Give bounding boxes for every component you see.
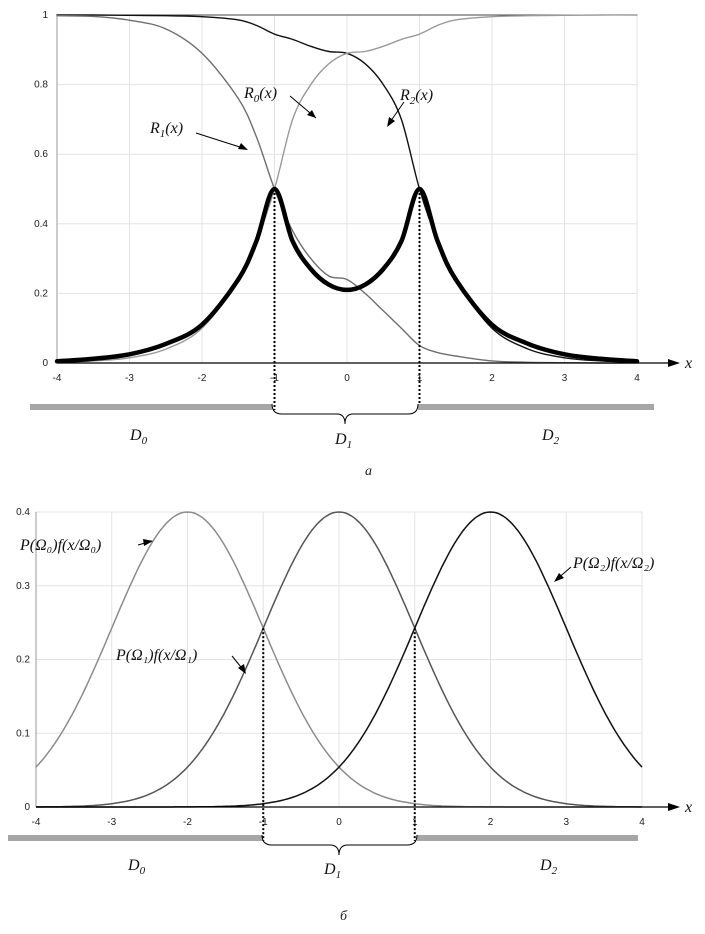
pointer-p1-arrow bbox=[238, 664, 246, 674]
x-tick-label: -4 bbox=[53, 373, 62, 384]
boundary-lines-a bbox=[273, 189, 421, 410]
grid-a bbox=[56, 14, 638, 364]
x-tick-label: 0 bbox=[344, 373, 350, 384]
x-tick-label: -3 bbox=[107, 817, 116, 828]
y-ticks-b: 0 0.1 0.2 0.3 0.4 bbox=[16, 507, 30, 813]
y-tick-label: 0.8 bbox=[34, 80, 48, 91]
pointer-r1 bbox=[195, 132, 247, 150]
series-line-r1 bbox=[56, 15, 638, 364]
caption-b: б bbox=[340, 909, 348, 924]
series-line-rmax bbox=[54, 186, 640, 364]
label-r1: R1(x) bbox=[149, 120, 183, 140]
y-tick-label: 1 bbox=[42, 10, 48, 21]
x-tick-label: -2 bbox=[198, 373, 207, 384]
y-tick-label: 0 bbox=[24, 802, 30, 813]
x-tick-label: -3 bbox=[125, 373, 134, 384]
label-p2: P(Ω₂)f(x/Ω₂) bbox=[572, 555, 654, 572]
region-d1-brace-b bbox=[261, 834, 418, 856]
caption-a: а bbox=[365, 464, 372, 479]
chart-panel-b: 0 0.1 0.2 0.3 0.4 -4 -3 -2 -1 0 1 2 3 4 x P(Ω₀)f(x/Ω… bbox=[8, 507, 692, 924]
pointer-r1-arrow bbox=[238, 143, 248, 150]
region-d1-brace-a bbox=[271, 403, 419, 425]
x-tick-label: 4 bbox=[639, 817, 645, 828]
region-d2-label-a: D2 bbox=[541, 427, 560, 447]
x-tick-label: 1 bbox=[412, 817, 418, 828]
y-tick-label: 0.6 bbox=[34, 149, 48, 160]
y-tick-label: 0.2 bbox=[34, 288, 48, 299]
region-d0-label-a: D0 bbox=[129, 427, 148, 447]
boundary-lines-b bbox=[262, 628, 416, 841]
x-tick-label: 2 bbox=[488, 817, 494, 828]
pointer-p2-arrow bbox=[554, 573, 564, 582]
label-r0: R0(x) bbox=[243, 85, 277, 105]
region-d1-label-a: D1 bbox=[334, 431, 352, 451]
y-tick-label: 0.3 bbox=[16, 581, 30, 592]
label-p1: P(Ω₁)f(x/Ω₁) bbox=[115, 647, 197, 664]
x-ticks-b: -4 -3 -2 -1 0 1 2 3 4 bbox=[32, 817, 646, 828]
series-line-r2 bbox=[56, 14, 638, 363]
y-tick-label: 0.1 bbox=[16, 728, 30, 739]
region-d1-label-b: D1 bbox=[323, 861, 341, 881]
x-tick-label: 2 bbox=[489, 373, 495, 384]
x-tick-label: -4 bbox=[32, 817, 41, 828]
x-axis-label: x bbox=[684, 355, 692, 372]
region-d2-bar-b bbox=[417, 835, 638, 841]
y-tick-label: 0 bbox=[42, 358, 48, 369]
series-a bbox=[54, 14, 640, 364]
y-tick-label: 0.4 bbox=[34, 219, 48, 230]
y-tick-label: 0.2 bbox=[16, 655, 30, 666]
x-axis-b: x bbox=[36, 799, 692, 816]
x-axis-arrow bbox=[668, 803, 680, 811]
y-tick-label: 0.4 bbox=[16, 507, 30, 518]
region-d2-label-b: D2 bbox=[539, 857, 558, 877]
pointer-r0-arrow bbox=[307, 110, 316, 118]
x-tick-label: 4 bbox=[634, 373, 640, 384]
pointer-r2-arrow bbox=[387, 117, 395, 127]
x-tick-label: 3 bbox=[562, 373, 568, 384]
region-d0-bar-b bbox=[8, 835, 262, 841]
region-d2-bar-a bbox=[418, 404, 654, 410]
label-r2: R2(x) bbox=[399, 87, 433, 107]
y-ticks-a: 0 0.2 0.4 0.6 0.8 1 bbox=[34, 10, 48, 369]
x-axis-a: x bbox=[57, 355, 692, 372]
x-tick-label: 0 bbox=[336, 817, 342, 828]
pointer-p0-arrow bbox=[143, 539, 153, 546]
x-tick-label: -2 bbox=[183, 817, 192, 828]
x-axis-arrow bbox=[668, 359, 680, 367]
x-tick-label: -1 bbox=[259, 817, 268, 828]
region-d0-bar-a bbox=[30, 404, 272, 410]
region-d0-label-b: D0 bbox=[127, 857, 146, 877]
label-p0: P(Ω₀)f(x/Ω₀) bbox=[19, 537, 101, 554]
series-line-p1 bbox=[36, 511, 642, 808]
x-axis-label: x bbox=[684, 799, 692, 816]
x-tick-label: 3 bbox=[563, 817, 569, 828]
